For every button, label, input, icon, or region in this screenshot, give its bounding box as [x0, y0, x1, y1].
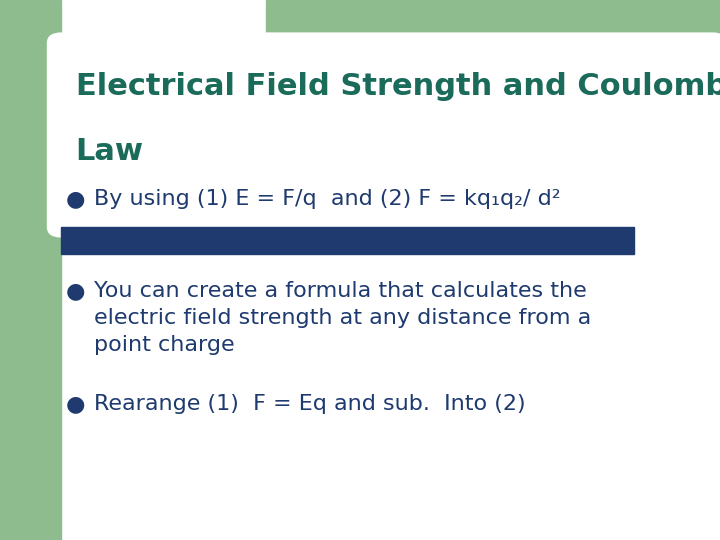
Bar [0, 0, 61, 540]
Text: ●: ● [66, 189, 85, 209]
FancyBboxPatch shape [47, 32, 720, 238]
Text: ●: ● [66, 394, 85, 414]
Text: Law: Law [76, 137, 143, 166]
Bar [266, 0, 720, 216]
Text: By using (1) E = F/q  and (2) F = kq₁q₂/ d²: By using (1) E = F/q and (2) F = kq₁q₂/ … [94, 189, 560, 209]
Text: Electrical Field Strength and Coulombs: Electrical Field Strength and Coulombs [76, 72, 720, 101]
Text: You can create a formula that calculates the
electric field strength at any dist: You can create a formula that calculates… [94, 281, 591, 355]
Text: ●: ● [66, 281, 85, 301]
Text: Rearange (1)  F = Eq and sub.  Into (2): Rearange (1) F = Eq and sub. Into (2) [94, 394, 525, 414]
Bar [61, 227, 634, 254]
